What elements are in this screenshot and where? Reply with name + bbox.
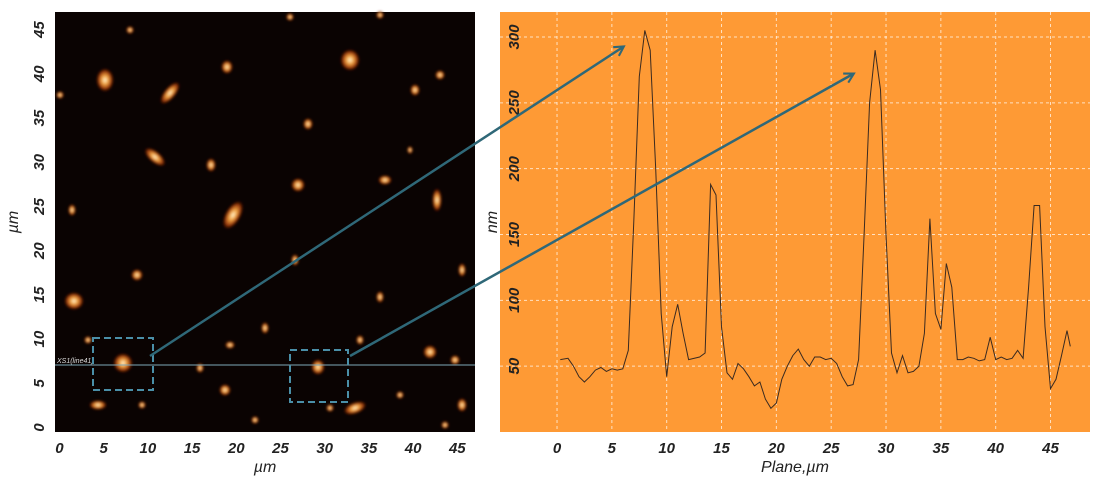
y-tick-label: 0 <box>31 423 48 432</box>
y-tick-label: 45 <box>31 21 48 39</box>
x-tick-label: 45 <box>1041 440 1059 457</box>
x-tick-label: 30 <box>878 440 895 457</box>
x-tick-label: 15 <box>184 440 201 457</box>
x-tick-label: 40 <box>986 440 1004 457</box>
afm-spots <box>56 11 467 429</box>
plot-background <box>500 12 1090 432</box>
x-tick-label: 20 <box>767 440 785 457</box>
x-tick-label: 20 <box>227 440 245 457</box>
y-tick-label: 20 <box>31 242 48 260</box>
x-tick-label: 30 <box>316 440 333 457</box>
arrow <box>149 47 623 358</box>
x-tick-label: 25 <box>271 440 289 457</box>
x-tick-label: 10 <box>139 440 156 457</box>
y-tick-label: 5 <box>31 379 48 388</box>
x-tick-label: 25 <box>822 440 840 457</box>
y-tick-label: 25 <box>31 198 48 216</box>
y-axis-label: µm <box>5 211 22 235</box>
x-tick-label: 0 <box>55 440 64 457</box>
profile-line <box>560 30 1071 410</box>
x-axis-label: µm <box>253 459 277 476</box>
profile-line-label: XS1(line41) <box>56 358 94 365</box>
y-tick-label: 15 <box>31 286 48 303</box>
x-tick-label: 15 <box>713 440 730 457</box>
x-tick-label: 5 <box>608 440 617 457</box>
x-tick-label: 35 <box>361 440 378 457</box>
arrow <box>349 74 853 358</box>
selection-box <box>92 337 154 391</box>
x-tick-label: 10 <box>658 440 675 457</box>
x-axis-label: Plane,µm <box>761 459 829 476</box>
x-tick-label: 5 <box>99 440 108 457</box>
y-tick-label: 10 <box>31 330 48 347</box>
x-tick-label: 45 <box>448 440 466 457</box>
x-tick-label: 40 <box>404 440 422 457</box>
selection-box <box>289 349 349 403</box>
y-tick-label: 40 <box>31 65 48 83</box>
profile-chart: 0 5 10 15 20 25 30 35 40 4550100150200250300Plane… <box>484 12 1090 476</box>
y-axis-label: nm <box>484 211 501 233</box>
x-tick-label: 0 <box>553 440 562 457</box>
x-tick-label: 35 <box>933 440 950 457</box>
y-tick-label: 30 <box>31 153 48 170</box>
y-tick-label: 35 <box>31 109 48 126</box>
